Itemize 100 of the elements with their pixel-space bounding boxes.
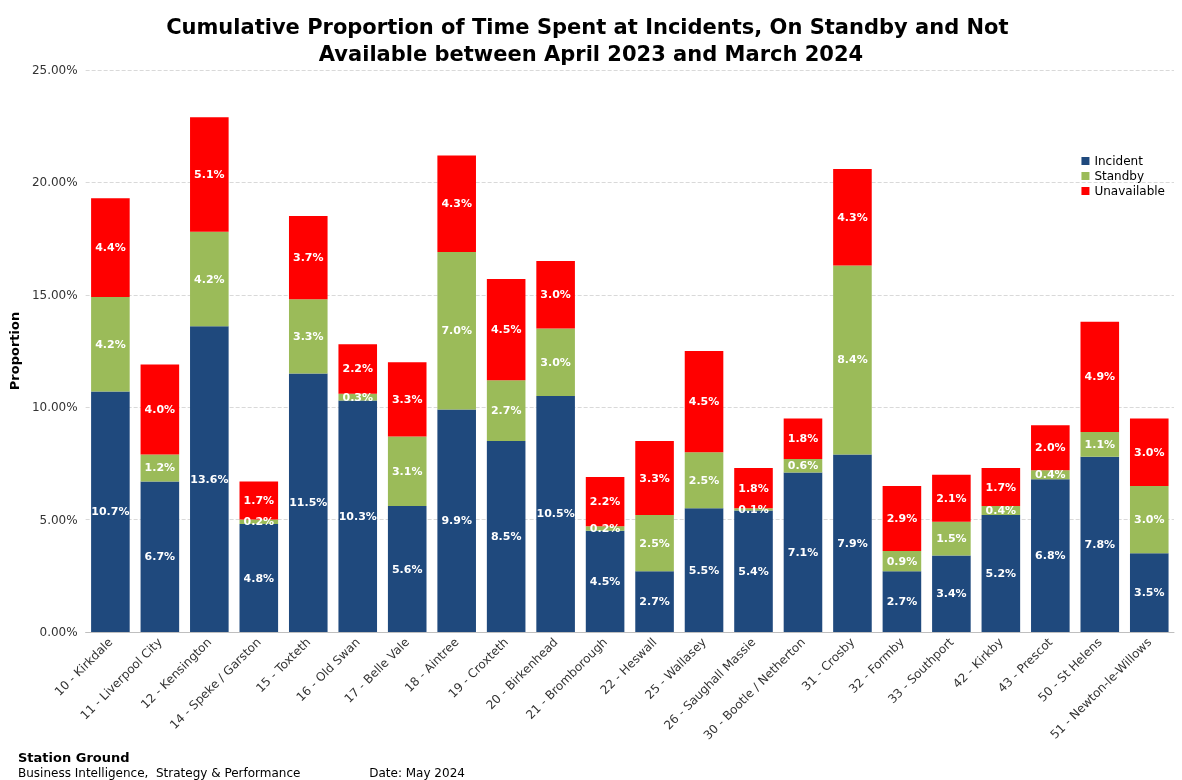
bar: [387, 436, 427, 507]
bar: [1080, 321, 1120, 432]
data-label: 10.7%: [91, 505, 130, 519]
data-label: 2.9%: [886, 511, 918, 525]
data-label: 3.0%: [540, 355, 571, 369]
bar: [140, 364, 180, 455]
bar: [140, 481, 180, 632]
bar: [684, 508, 724, 632]
data-label: 13.6%: [190, 472, 229, 486]
data-label: 1.8%: [738, 481, 769, 495]
bar: [585, 530, 625, 632]
bar: [1129, 485, 1169, 554]
bar: [288, 299, 328, 374]
bar: [1129, 418, 1169, 486]
bar: [486, 440, 526, 632]
data-label: 1.2%: [144, 461, 176, 475]
text: Business Intelligence, Strategy & Performance: [18, 766, 301, 780]
data-label: 8.4%: [837, 353, 868, 367]
bar: [536, 328, 575, 396]
data-label: 2.7%: [886, 595, 918, 609]
data-label: 3.5%: [1134, 586, 1165, 600]
bar: [486, 279, 526, 381]
data-label: 0.3%: [342, 390, 373, 404]
bar: [981, 515, 1021, 632]
bar: [635, 571, 674, 632]
bar: [536, 395, 575, 632]
data-label: 5.2%: [985, 567, 1017, 581]
bar: [387, 362, 427, 437]
data-label: 3.7%: [293, 251, 324, 265]
data-label: 4.5%: [688, 395, 720, 409]
text: Date: May 2024: [369, 766, 465, 780]
data-label: 7.9%: [837, 536, 868, 550]
bar: [783, 472, 823, 632]
data-label: 2.7%: [639, 595, 670, 609]
bar: [1129, 553, 1169, 632]
data-label: 1.8%: [787, 432, 819, 446]
data-label: 3.0%: [1134, 445, 1165, 459]
bar: [882, 485, 922, 552]
data-label: 3.3%: [293, 329, 324, 343]
data-label: 5.1%: [194, 168, 225, 182]
bar: [932, 521, 971, 556]
data-label: 4.9%: [1084, 370, 1116, 384]
data-label: 2.1%: [936, 491, 967, 505]
bar: [190, 231, 229, 327]
data-label: 3.3%: [391, 392, 423, 406]
data-label: 3.0%: [1134, 513, 1165, 527]
data-label: 4.4%: [95, 241, 126, 255]
bar: [635, 440, 674, 516]
data-label: 8.5%: [490, 529, 522, 543]
bar: [190, 326, 229, 632]
bar: [932, 555, 971, 632]
bar: [882, 571, 922, 632]
data-label: 1.7%: [243, 493, 275, 507]
data-label: 5.6%: [391, 562, 423, 576]
data-label: 3.3%: [639, 471, 670, 485]
data-label: 6.7%: [144, 550, 176, 564]
bar: [91, 391, 130, 632]
bar: [536, 261, 575, 329]
bar: [288, 373, 328, 632]
data-label: 4.0%: [144, 402, 176, 416]
y-axis-title: Proportion: [7, 311, 22, 391]
data-label: 5.4%: [738, 564, 769, 578]
y-tick-label: 10.00%: [31, 400, 78, 415]
data-label: 7.1%: [787, 545, 819, 559]
data-label: 1.5%: [936, 532, 967, 546]
data-label: 1.7%: [985, 480, 1017, 494]
y-tick-label: 0.00%: [39, 625, 78, 639]
data-label: 7.0%: [441, 324, 472, 338]
data-label: 0.1%: [738, 502, 769, 516]
data-label: 9.9%: [441, 514, 472, 528]
data-label: 10.5%: [536, 507, 575, 521]
legend-label: Incident: [1094, 154, 1144, 168]
bar: [833, 265, 872, 455]
data-label: 5.5%: [688, 563, 720, 577]
data-label: 2.7%: [490, 404, 522, 418]
bar: [437, 252, 476, 410]
y-tick-label: 20.00%: [31, 175, 78, 190]
bar: [783, 418, 823, 459]
bar: [288, 216, 328, 300]
bar: [1031, 479, 1070, 632]
data-label: 2.2%: [342, 362, 373, 376]
data-label: 0.9%: [886, 554, 918, 568]
y-tick-label: 5.00%: [39, 512, 78, 527]
data-label: 0.4%: [985, 504, 1017, 518]
data-label: 7.8%: [1084, 537, 1116, 551]
x-axis-title: Station Ground: [18, 750, 130, 765]
bar: [486, 380, 526, 441]
bar: [190, 117, 229, 232]
data-label: 11.5%: [289, 496, 328, 510]
bar: [91, 198, 130, 298]
data-label: 3.4%: [936, 587, 967, 601]
bar: [1031, 425, 1070, 471]
y-tick-label: 15.00%: [31, 287, 78, 302]
bar: [932, 474, 971, 522]
bar: [387, 506, 427, 632]
data-label: 0.4%: [1035, 468, 1066, 482]
data-label: 4.2%: [194, 272, 225, 286]
data-label: 2.2%: [589, 495, 621, 509]
data-label: 10.3%: [338, 509, 377, 523]
data-label: 2.0%: [1035, 441, 1066, 455]
